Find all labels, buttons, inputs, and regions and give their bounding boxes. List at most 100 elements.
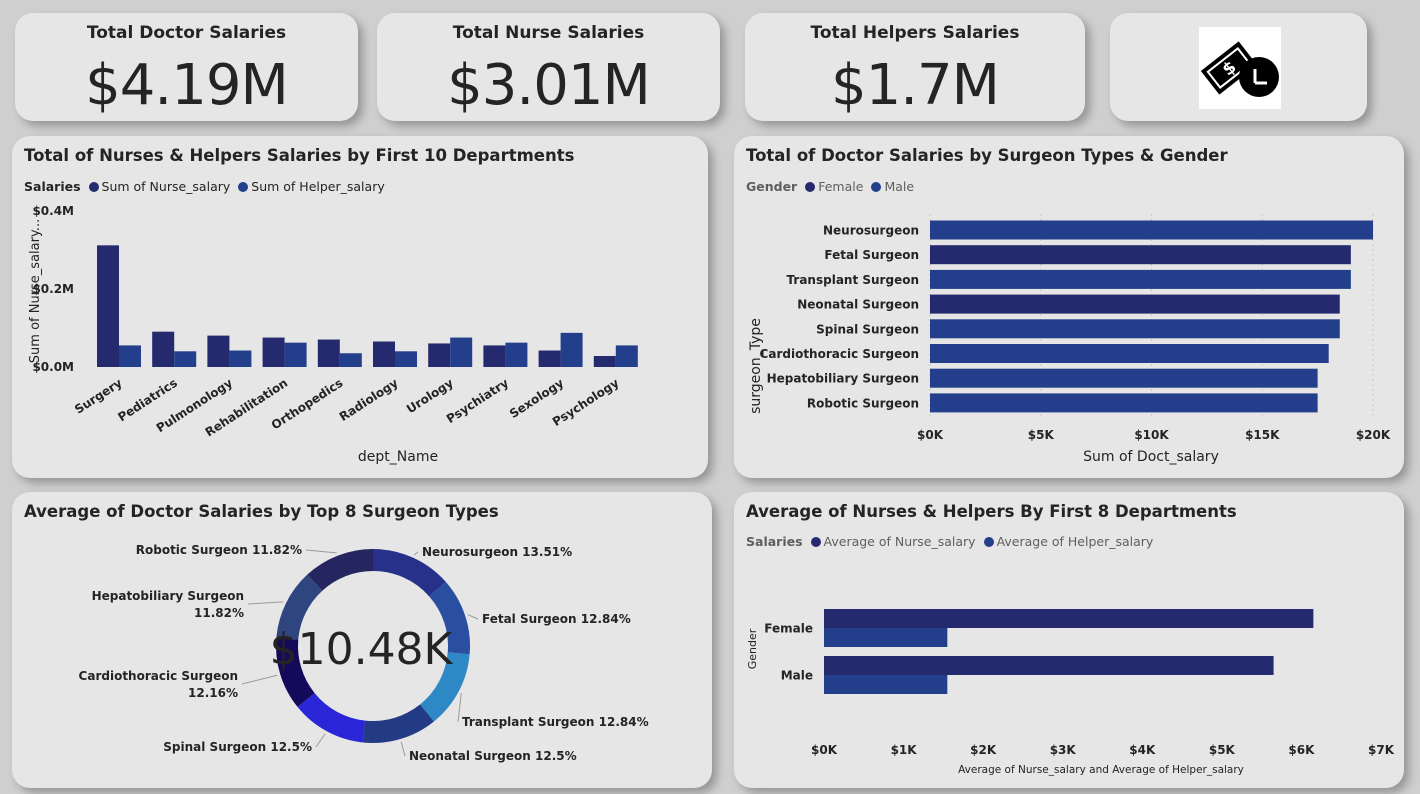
y-tick-label: Neonatal Surgeon: [797, 298, 919, 312]
x-tick-label: Psychiatry: [444, 376, 511, 426]
x-tick-label: $5K: [1209, 743, 1236, 757]
avg-salary-chart-card: Average of Nurses & Helpers By First 8 D…: [734, 492, 1404, 788]
kpi-value: $4.19M: [85, 53, 289, 118]
x-tick-label: $3K: [1050, 743, 1077, 757]
x-tick-label: $6K: [1288, 743, 1315, 757]
chart-title: Total of Doctor Salaries by Surgeon Type…: [746, 146, 1228, 165]
leader-line: [247, 601, 284, 605]
legend-label: Average of Nurse_salary: [823, 534, 976, 549]
x-axis-title: Sum of Doct_salary: [1083, 449, 1219, 465]
leader-line: [400, 741, 406, 757]
legend-label: Sum of Helper_salary: [251, 179, 385, 194]
donut-center-value: $10.48K: [270, 624, 454, 675]
surgeon-donut-chart-card: Average of Doctor Salaries by Top 8 Surg…: [12, 492, 712, 788]
bar: [450, 337, 473, 367]
legend-dot: [238, 181, 249, 192]
bar: [373, 341, 395, 367]
x-tick-label: $5K: [1028, 428, 1055, 442]
legend-item[interactable]: Average of Nurse_salary: [810, 534, 976, 549]
chart-title: Average of Doctor Salaries by Top 8 Surg…: [24, 502, 499, 521]
legend-dot: [871, 181, 882, 192]
bar: [824, 628, 948, 647]
slice-label: Fetal Surgeon 12.84%: [482, 612, 631, 626]
y-axis-title: Sum of Nurse_salary...: [28, 219, 43, 363]
bar: [395, 351, 417, 367]
leader-line: [457, 692, 462, 723]
bar: [538, 350, 561, 367]
bar: [824, 675, 948, 694]
y-tick-label: Robotic Surgeon: [807, 396, 919, 410]
legend-label: Female: [818, 179, 864, 194]
bar: [339, 353, 362, 367]
x-tick-label: Radiology: [337, 376, 401, 424]
x-tick-label: $20K: [1356, 428, 1391, 442]
bar: [483, 345, 506, 367]
surgeon-salary-chart-card: Total of Doctor Salaries by Surgeon Type…: [734, 136, 1404, 478]
y-tick-label: Cardiothoracic Surgeon: [760, 347, 919, 361]
chart-title: Total of Nurses & Helpers Salaries by Fi…: [24, 146, 575, 165]
bar: [284, 342, 307, 367]
x-tick-label: $0K: [917, 428, 944, 442]
y-tick-label: Fetal Surgeon: [824, 248, 919, 262]
bar: [930, 245, 1351, 265]
x-tick-label: $10K: [1134, 428, 1169, 442]
bar: [930, 269, 1351, 289]
y-tick-label: Female: [764, 622, 813, 636]
x-tick-label: Urology: [404, 376, 456, 417]
chart-legend: Salaries Sum of Nurse_salary Sum of Help…: [24, 179, 393, 194]
bar: [930, 393, 1318, 413]
leader-line: [305, 549, 337, 554]
x-tick-label: $2K: [970, 743, 997, 757]
leader-line: [241, 674, 278, 685]
chart-legend: Salaries Average of Nurse_salary Average…: [746, 534, 1161, 549]
avg-bar-chart: Gender Average of Nurse_salary and Avera…: [746, 609, 1395, 776]
bar: [207, 335, 230, 367]
donut-slice: [276, 574, 323, 640]
donut-slice: [373, 549, 446, 597]
donut-slice: [362, 704, 434, 743]
kpi-title: Total Doctor Salaries: [86, 23, 287, 43]
legend-title: Salaries: [746, 534, 803, 549]
y-tick-label: Male: [781, 669, 813, 683]
kpi-card-doctor: Total Doctor Salaries $4.19M: [15, 13, 358, 121]
legend-title: Salaries: [24, 179, 81, 194]
x-axis-title: Average of Nurse_salary and Average of H…: [958, 764, 1244, 776]
x-tick-label: $4K: [1129, 743, 1156, 757]
legend-item[interactable]: Sum of Helper_salary: [238, 179, 385, 194]
y-tick-label: Neurosurgeon: [823, 224, 919, 238]
bar: [824, 609, 1314, 628]
slice-label: Cardiothoracic Surgeon 12.16%: [79, 669, 238, 700]
bar: [428, 343, 451, 367]
legend-dot: [983, 536, 994, 547]
kpi-card-helpers: Total Helpers Salaries $1.7M: [745, 13, 1085, 121]
donut-slice: [429, 581, 470, 655]
surgeon-bar-chart: surgeon_Type Sum of Doct_salary $0K $5K $1…: [748, 214, 1391, 465]
kpi-value: $3.01M: [447, 53, 651, 118]
y-axis-title: Gender: [746, 628, 759, 669]
legend-label: Male: [884, 179, 915, 194]
kpi-title: Total Helpers Salaries: [810, 23, 1020, 43]
donut-slice: [420, 652, 470, 722]
legend-title: Gender: [746, 179, 798, 194]
bar: [930, 319, 1340, 339]
leader-line: [315, 733, 326, 748]
bar: [119, 345, 141, 367]
bar: [152, 331, 175, 367]
legend-item[interactable]: Female: [805, 179, 863, 194]
chart-legend: Gender Female Male: [746, 179, 922, 194]
dept-salary-chart-card: Total of Nurses & Helpers Salaries by Fi…: [12, 136, 708, 478]
bar: [615, 345, 638, 367]
legend-item[interactable]: Average of Helper_salary: [983, 534, 1153, 549]
leader-line: [467, 614, 479, 620]
y-axis-title: surgeon_Type: [748, 318, 764, 414]
x-tick-label: $0K: [811, 743, 838, 757]
legend-dot: [88, 181, 99, 192]
legend-dot: [805, 181, 816, 192]
legend-item[interactable]: Male: [871, 179, 914, 194]
x-axis-title: dept_Name: [358, 449, 438, 465]
x-tick-label: $1K: [891, 743, 918, 757]
legend-item[interactable]: Sum of Nurse_salary: [88, 179, 230, 194]
icon-card: $: [1110, 13, 1367, 121]
x-tick-label: $7K: [1368, 743, 1395, 757]
bar: [930, 220, 1373, 240]
